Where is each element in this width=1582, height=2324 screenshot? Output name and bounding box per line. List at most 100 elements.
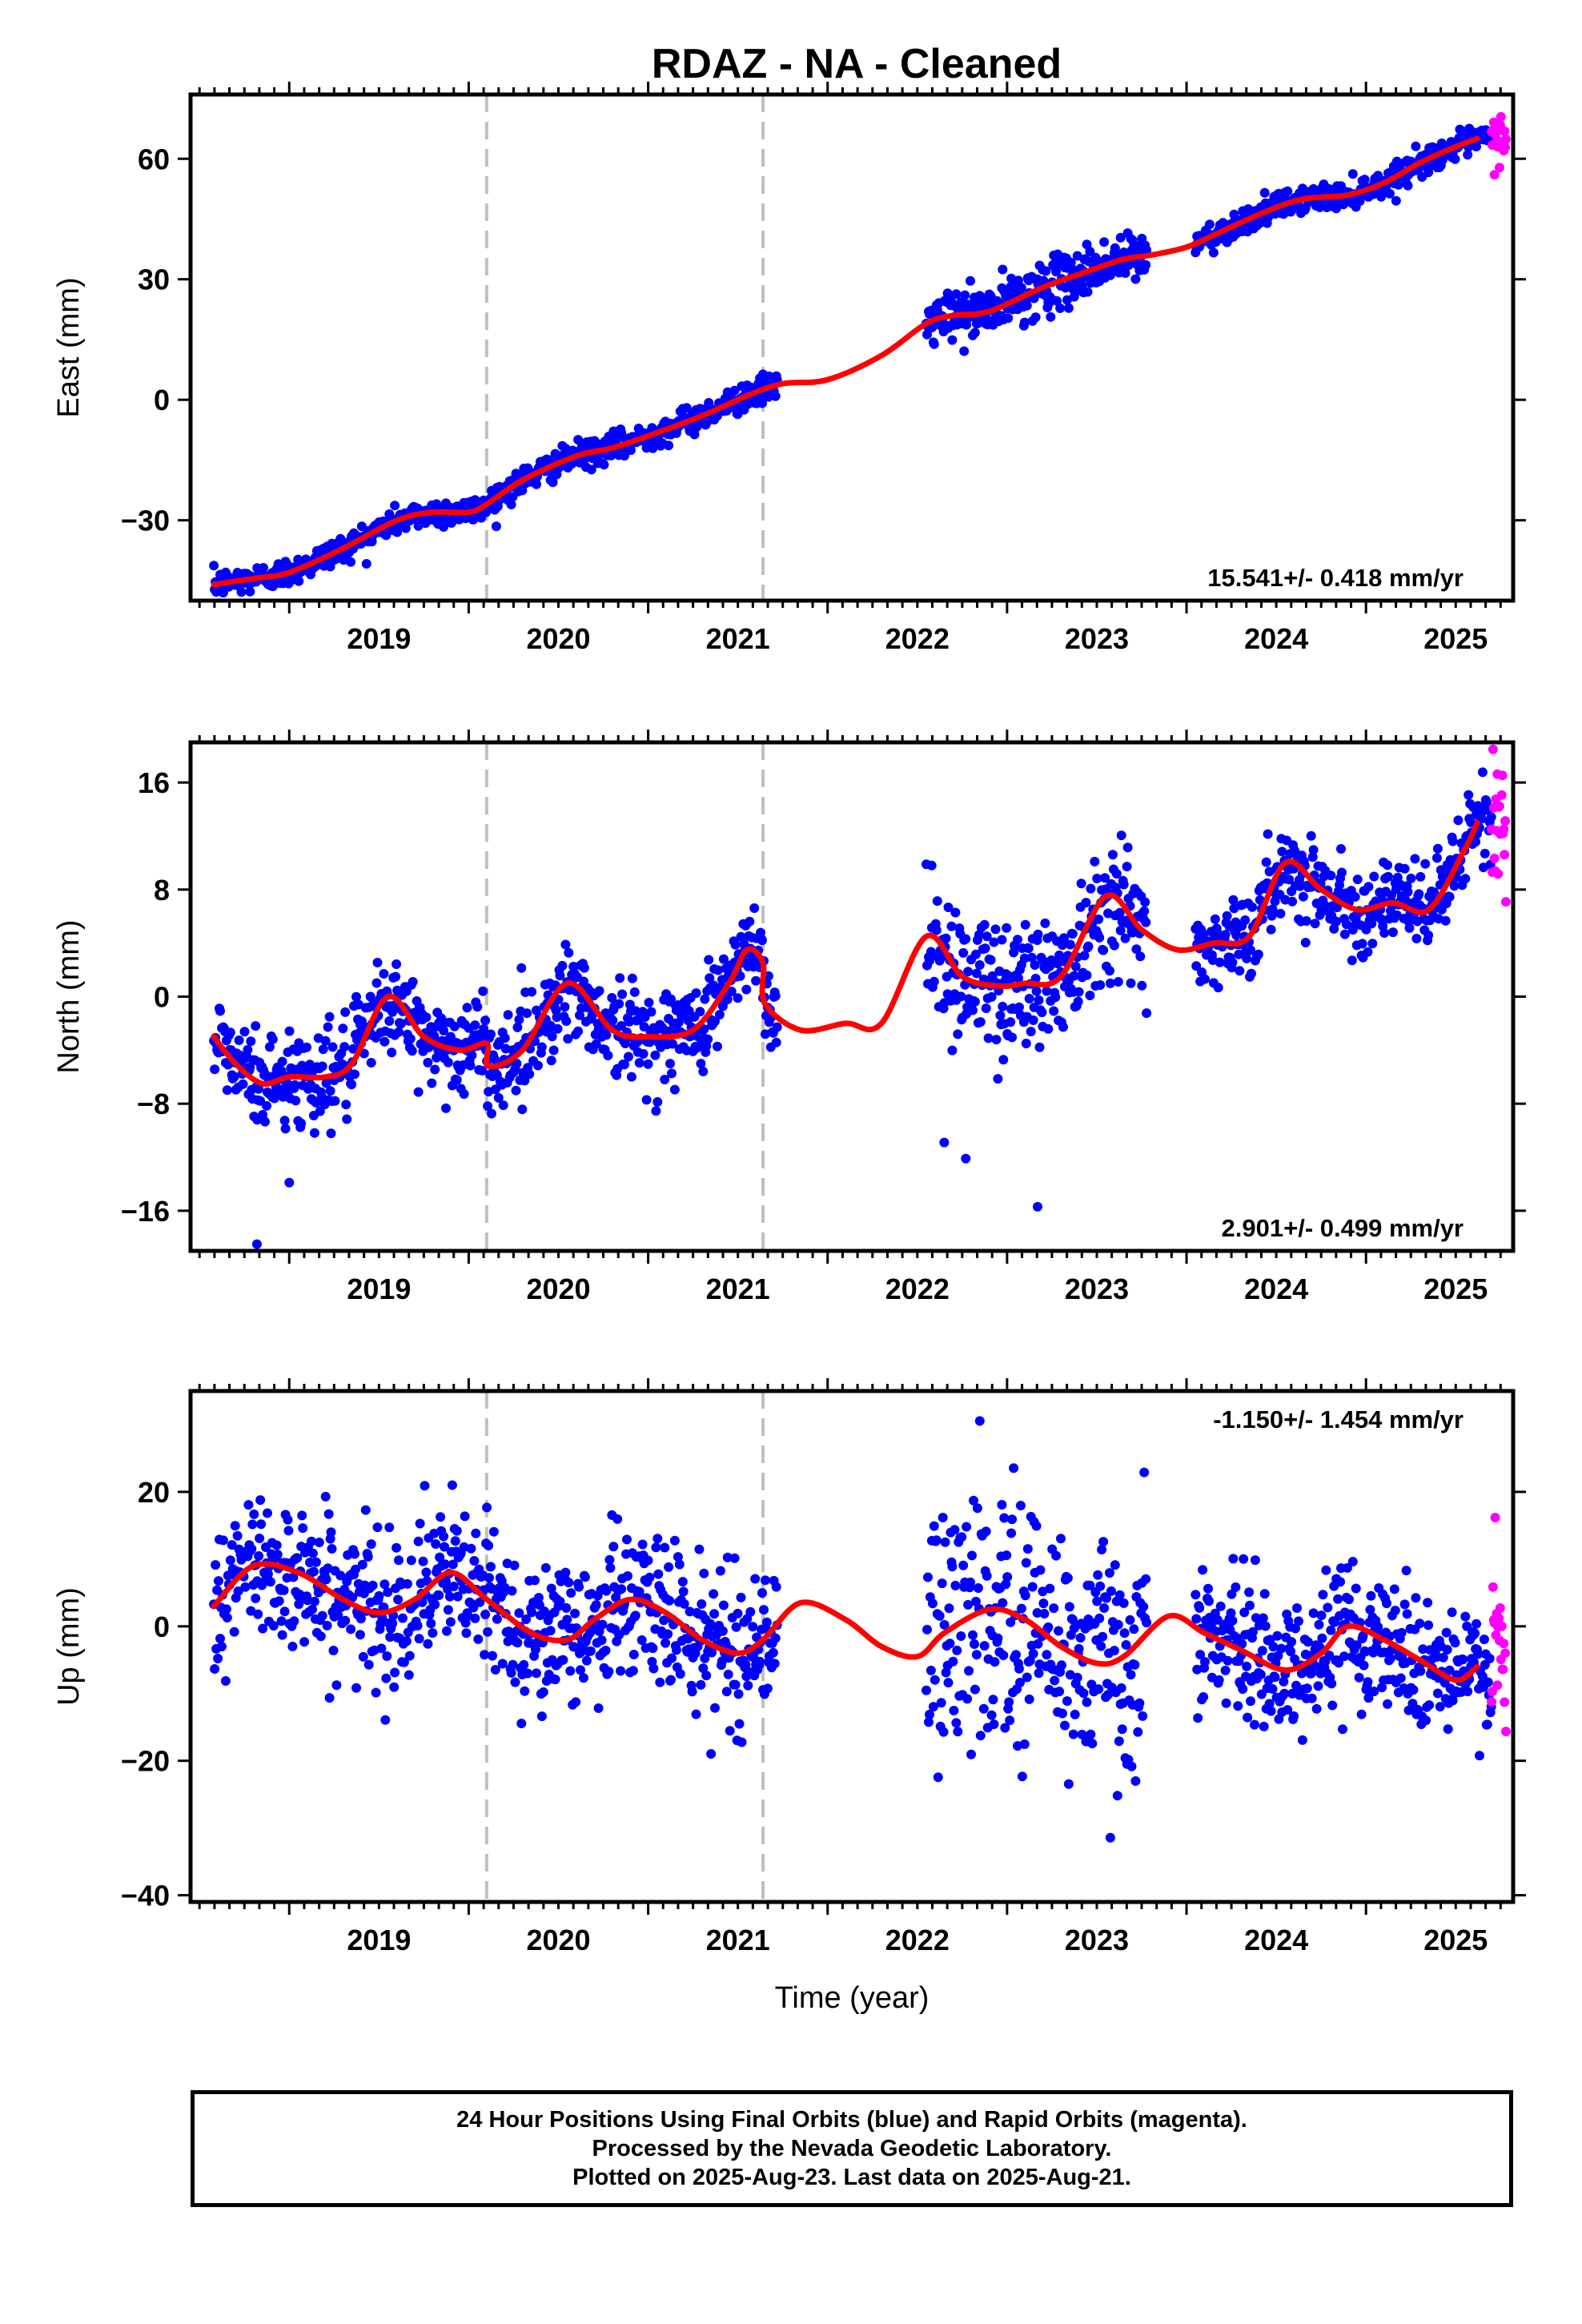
final-orbit-point: [771, 1582, 781, 1592]
x-tick-label: 2024: [1244, 622, 1308, 655]
final-orbit-point: [1342, 1562, 1352, 1573]
final-orbit-point: [412, 1621, 423, 1630]
final-orbit-point: [243, 1044, 253, 1055]
final-orbit-point: [660, 1075, 670, 1084]
final-orbit-point: [1363, 1693, 1374, 1703]
final-orbit-point: [1014, 275, 1023, 286]
final-orbit-point: [1359, 1660, 1369, 1671]
final-orbit-point: [1063, 1779, 1074, 1789]
final-orbit-point: [253, 1609, 263, 1619]
final-orbit-point: [351, 991, 361, 1002]
final-orbit-point: [979, 1641, 990, 1651]
final-orbit-point: [294, 576, 304, 586]
final-orbit-point: [722, 1552, 733, 1562]
final-orbit-point: [953, 1029, 963, 1039]
final-orbit-point: [283, 1526, 294, 1536]
final-orbit-point: [974, 960, 985, 970]
final-orbit-point: [1283, 1705, 1293, 1715]
final-orbit-point: [546, 1583, 556, 1594]
final-orbit-point: [1423, 1620, 1434, 1630]
final-orbit-point: [660, 1542, 670, 1553]
final-orbit-point: [1134, 1698, 1145, 1708]
final-orbit-point: [1105, 270, 1115, 280]
final-orbit-point: [1327, 1700, 1338, 1711]
final-orbit-point: [1126, 1761, 1137, 1771]
final-orbit-point: [1292, 1603, 1302, 1613]
final-orbit-point: [634, 1586, 644, 1597]
final-orbit-point: [1339, 1651, 1349, 1662]
final-orbit-point: [246, 1606, 256, 1616]
final-orbit-point: [1115, 925, 1126, 935]
final-orbit-point: [749, 903, 760, 913]
final-orbit-point: [351, 1683, 361, 1693]
final-orbit-point: [730, 1679, 741, 1690]
final-orbit-point: [951, 1718, 962, 1728]
final-orbit-point: [664, 1562, 674, 1572]
final-orbit-point: [1030, 312, 1041, 323]
final-orbit-point: [396, 1019, 406, 1029]
final-orbit-point: [232, 1530, 243, 1541]
final-orbit-point: [679, 1598, 689, 1609]
final-orbit-point: [1460, 874, 1471, 884]
final-orbit-point: [291, 1096, 301, 1106]
final-orbit-point: [259, 563, 268, 573]
final-orbit-point: [1338, 1724, 1347, 1735]
final-orbit-point: [406, 1555, 416, 1566]
final-orbit-point: [938, 1513, 948, 1522]
final-orbit-point: [1023, 943, 1034, 954]
final-orbit-point: [470, 1613, 480, 1623]
final-orbit-point: [429, 1031, 440, 1041]
final-orbit-point: [1295, 881, 1305, 891]
final-orbit-point: [959, 346, 970, 356]
final-orbit-point: [569, 1642, 580, 1652]
final-orbit-point: [441, 1576, 451, 1586]
final-orbit-point: [1369, 1687, 1379, 1697]
final-orbit-point: [1473, 1649, 1483, 1659]
final-orbit-point: [1369, 871, 1379, 882]
final-orbit-point: [603, 1051, 613, 1060]
final-orbit-point: [1021, 1039, 1031, 1048]
final-orbit-point: [222, 1613, 232, 1622]
final-orbit-point: [1291, 1623, 1300, 1634]
final-orbit-point: [1403, 180, 1413, 191]
final-orbit-point: [1228, 895, 1239, 905]
final-orbit-point: [601, 1030, 612, 1040]
final-orbit-point: [1257, 1646, 1267, 1656]
final-orbit-point: [673, 1552, 683, 1562]
final-orbit-point: [381, 1673, 391, 1683]
final-orbit-point: [1438, 1652, 1448, 1663]
final-orbit-point: [1355, 196, 1365, 206]
final-orbit-point: [1383, 1699, 1392, 1709]
final-orbit-point: [1085, 1580, 1095, 1590]
final-orbit-point: [579, 1673, 588, 1683]
final-orbit-point: [1072, 1672, 1082, 1683]
final-orbit-point: [1126, 1670, 1136, 1680]
final-orbit-point: [664, 440, 674, 451]
final-orbit-point: [274, 1596, 284, 1606]
final-orbit-point: [733, 1608, 743, 1618]
footer-info-box: 24 Hour Positions Using Final Orbits (bl…: [191, 2090, 1513, 2207]
final-orbit-point: [418, 1556, 428, 1566]
final-orbit-point: [1060, 1720, 1070, 1731]
final-orbit-point: [350, 1549, 359, 1559]
final-orbit-point: [1264, 1699, 1275, 1709]
final-orbit-point: [675, 1669, 685, 1679]
final-orbit-point: [1035, 1565, 1046, 1575]
final-orbit-point: [404, 1651, 415, 1661]
final-orbit-point: [1054, 950, 1065, 960]
final-orbit-point: [284, 1026, 295, 1036]
rapid-orbit-point: [1501, 134, 1511, 144]
final-orbit-point: [966, 275, 975, 286]
y-tick-label: −30: [121, 505, 170, 537]
final-orbit-point: [1107, 850, 1118, 860]
rapid-orbit-point: [1501, 1727, 1511, 1737]
rapid-orbit-point: [1489, 170, 1500, 180]
final-orbit-point: [713, 1041, 722, 1051]
final-orbit-point: [1031, 986, 1042, 996]
final-orbit-point: [1472, 142, 1481, 152]
final-orbit-point: [347, 1592, 358, 1602]
final-orbit-point: [939, 1619, 950, 1630]
final-orbit-point: [415, 1518, 425, 1529]
final-orbit-point: [668, 1039, 677, 1049]
